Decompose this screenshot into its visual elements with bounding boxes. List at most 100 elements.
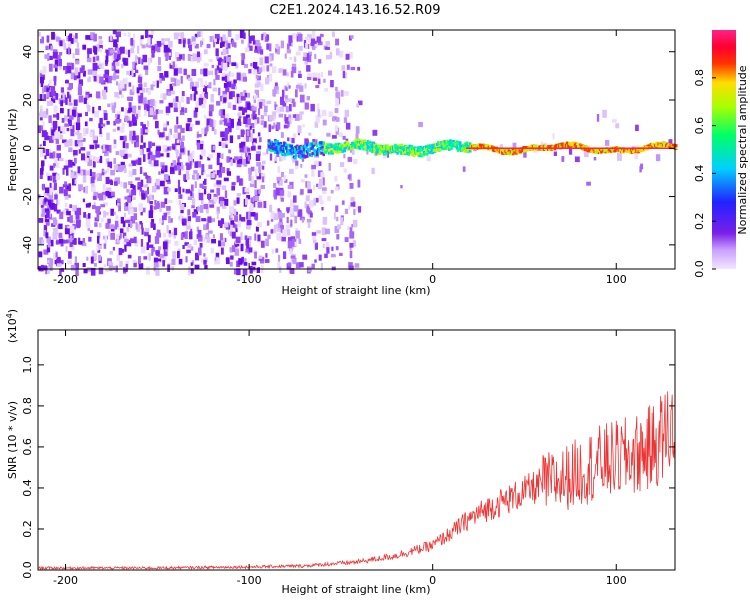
spectrogram-noise-cell [78,84,82,89]
spectrogram-noise-cell [220,42,223,48]
spectrogram-noise-cell [74,179,77,185]
spectrogram-noise-cell [668,139,673,147]
spectrogram-noise-cell [84,121,88,127]
spectrogram-noise-cell [137,182,143,188]
spectrogram-signal-cell [378,149,382,153]
spectrogram-noise-cell [222,142,226,148]
spectrogram-noise-cell [120,161,125,166]
spectrogram-noise-cell [119,149,125,156]
spectrogram-noise-cell [176,162,181,167]
spectrogram-noise-cell [289,104,292,112]
spectrogram-noise-cell [173,107,178,113]
colorbar-tick-label: 0.0 [693,260,706,278]
spectrogram-noise-cell [48,115,52,124]
spectrogram-signal-cell [312,141,316,145]
snr-y-axis-label: SNR (10 * v/v) [6,401,19,479]
spectrogram-noise-cell [236,197,240,204]
spectrogram-noise-cell [203,169,206,175]
spectrogram-noise-cell [218,196,224,204]
spectrogram-noise-cell [201,218,206,222]
spectrogram-noise-cell [328,70,332,76]
spectrogram-noise-cell [87,154,93,162]
spectrogram-noise-cell [326,132,331,137]
spectrogram-noise-cell [92,62,98,71]
spectrogram-noise-cell [89,132,93,138]
spectrogram-noise-cell [306,96,310,101]
spectrogram-noise-cell [355,126,360,134]
spectrogram-noise-cell [130,48,135,54]
spectrogram-noise-cell [219,233,223,241]
spectrogram-noise-cell [150,30,155,35]
spectrogram-noise-cell [120,94,124,99]
spectrogram-noise-cell [190,246,194,251]
spectrogram-noise-cell [321,109,327,116]
snr-scale-note: (x104) [5,309,19,343]
spectrogram-noise-cell [135,135,139,144]
spectrogram-noise-cell [42,147,46,154]
spectrogram-noise-cell [283,251,287,259]
spectrogram-noise-cell [310,103,315,112]
spectrogram-noise-cell [77,87,82,95]
spectrogram-noise-cell [342,71,346,78]
spectrogram-noise-cell [193,170,198,175]
spectrogram-noise-cell [174,64,178,71]
spectrogram-noise-cell [140,222,143,230]
spectrogram-noise-cell [55,252,58,258]
spectrogram-noise-cell [142,124,146,129]
spectrogram-noise-cell [52,151,56,159]
spectrogram-noise-cell [174,52,180,60]
spectrogram-noise-cell [123,77,128,85]
spectrogram-noise-cell [67,91,70,99]
snr-y-tick-label: 0.4 [21,479,34,497]
spectrogram-signal-cell [382,150,385,154]
spectrogram-noise-cell [58,238,64,244]
spectrogram-noise-cell [208,193,211,201]
spectrogram-noise-cell [45,220,50,226]
spectrogram-signal-cell [399,146,403,149]
spectrogram-noise-cell [116,198,121,202]
spectrogram-noise-cell [241,53,246,60]
spectrogram-noise-cell [157,129,160,135]
spectrogram-signal-cell [273,147,276,151]
spectrogram-noise-cell [65,159,70,168]
spectrogram-noise-cell [206,43,211,49]
spectrogram-noise-cell [96,244,99,251]
spectrogram-noise-cell [617,153,622,161]
spectrogram-noise-cell [55,67,58,72]
spectrogram-noise-cell [162,93,167,100]
spectrogram-noise-cell [151,248,154,256]
spectrogram-noise-cell [75,131,80,136]
spectrogram-noise-cell [136,224,140,232]
spectrogram-noise-cell [151,45,156,53]
spectrogram-noise-cell [169,146,172,150]
spectrogram-noise-cell [159,217,163,224]
spectrogram-noise-cell [104,235,107,243]
spectrogram-noise-cell [110,170,115,176]
spectrogram-noise-cell [87,78,90,82]
spectrogram-noise-cell [142,97,147,105]
spectrogram-signal-cell [290,146,294,150]
spectrogram-noise-cell [228,91,233,100]
spectrogram-noise-cell [148,244,154,248]
spectrogram-noise-cell [227,102,232,109]
spectrogram-noise-cell [169,83,173,92]
spectrogram-noise-cell [94,110,99,118]
spectrogram-noise-cell [139,145,144,153]
spectrogram-noise-cell [143,82,147,88]
spectrogram-noise-cell [113,181,118,186]
spectrogram-noise-cell [236,175,240,183]
spectrogram-noise-cell [126,71,130,75]
spectrogram-noise-cell [334,226,340,233]
spectrogram-noise-cell [180,204,185,209]
spectrogram-noise-cell [326,247,330,254]
spectrogram-noise-cell [103,264,107,268]
spectrogram-noise-cell [312,238,317,244]
spectrogram-noise-cell [40,105,43,114]
spectrogram-noise-cell [239,214,242,222]
spectrogram-noise-cell [290,219,293,227]
spectrogram-noise-cell [229,206,235,215]
spectrogram-noise-cell [262,32,267,37]
spectrogram-noise-cell [211,120,217,127]
spectrogram-noise-cell [189,83,194,90]
spectrogram-noise-cell [295,160,299,166]
